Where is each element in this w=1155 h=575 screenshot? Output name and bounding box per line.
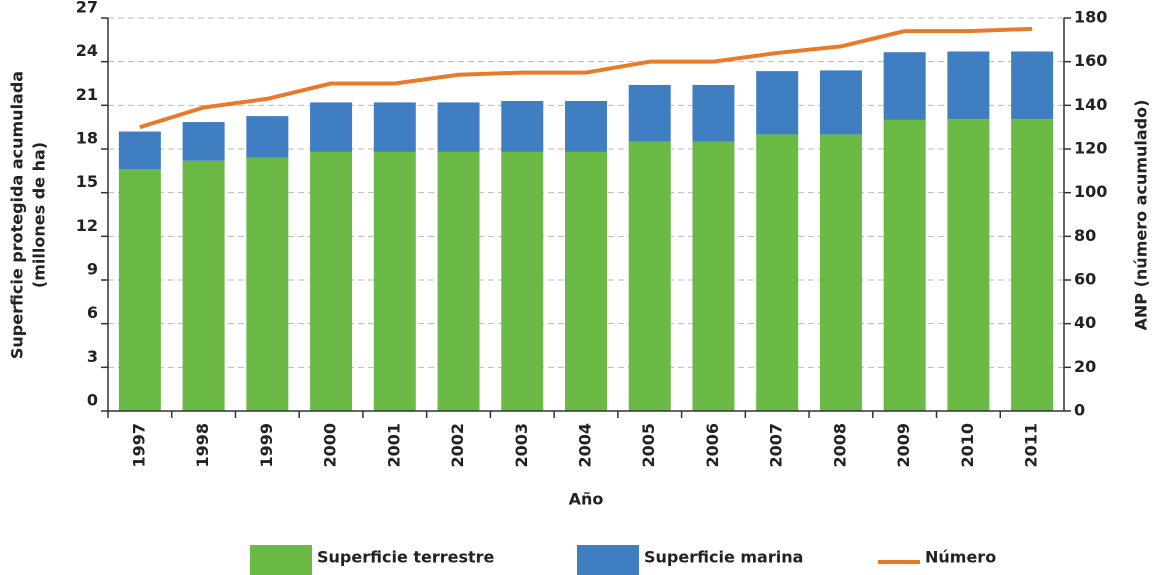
x-tick-label: 2000	[321, 423, 340, 468]
x-tick-label: 1999	[257, 423, 276, 468]
x-tick-label: 2006	[703, 423, 722, 468]
y-tick-label: 27	[76, 0, 98, 17]
bar	[437, 151, 480, 411]
legend-label: Superficie marina	[644, 548, 803, 567]
bar	[182, 122, 225, 161]
bar	[692, 141, 735, 411]
y-axis-label: Superficie protegida acumulada	[8, 71, 27, 359]
bar	[565, 151, 607, 411]
bar	[182, 160, 225, 411]
bar	[756, 71, 799, 135]
y2-tick-label: 80	[1074, 226, 1096, 245]
x-tick-label: 2004	[576, 423, 595, 468]
y-tick-label: 9	[87, 260, 98, 279]
bar	[883, 52, 926, 120]
x-tick-label: 2002	[448, 423, 467, 468]
y-tick-label: 21	[76, 85, 98, 104]
y2-tick-label: 120	[1074, 139, 1107, 158]
legend-label: Superficie terrestre	[317, 548, 495, 567]
bar	[819, 134, 862, 411]
bar	[565, 100, 607, 152]
bar	[1011, 51, 1054, 120]
bar	[373, 102, 416, 152]
bar	[692, 84, 735, 142]
bar	[118, 169, 161, 411]
y2-axis-label: ANP (número acumulado)	[1132, 100, 1151, 331]
x-tick-label: 2001	[384, 423, 403, 468]
y-tick-label: 6	[87, 303, 98, 322]
y-tick-label: 3	[87, 347, 98, 366]
y-tick-label: 24	[76, 41, 98, 60]
x-axis-label: Año	[569, 490, 604, 509]
y2-tick-label: 140	[1074, 95, 1107, 114]
y2-tick-label: 20	[1074, 357, 1096, 376]
bar	[246, 157, 289, 411]
bar	[947, 51, 990, 120]
legend-swatch	[577, 545, 639, 575]
x-tick-label: 2007	[767, 423, 786, 468]
y2-tick-label: 60	[1074, 270, 1096, 289]
x-tick-label: 2008	[830, 423, 849, 468]
bar	[501, 100, 544, 152]
bar	[1011, 119, 1054, 412]
bar	[947, 119, 990, 412]
x-tick-label: 2009	[894, 423, 913, 468]
y-tick-label: 0	[87, 391, 98, 410]
y-axis-label: (millones de ha)	[30, 142, 49, 288]
y-tick-label: 18	[76, 129, 98, 148]
x-tick-label: 2010	[958, 423, 977, 468]
bar	[756, 134, 799, 411]
bar	[883, 119, 926, 411]
x-tick-label: 1998	[193, 423, 212, 468]
x-tick-label: 2003	[512, 423, 531, 468]
bar	[373, 151, 416, 411]
y-tick-label: 12	[76, 216, 98, 235]
bar	[628, 141, 671, 411]
legend-label: Número	[925, 548, 996, 567]
y2-tick-label: 40	[1074, 313, 1096, 332]
y2-tick-label: 100	[1074, 182, 1107, 201]
bar	[310, 102, 353, 152]
y2-tick-label: 0	[1074, 401, 1085, 420]
bar	[819, 70, 862, 135]
bar	[501, 151, 544, 411]
x-tick-label: 2005	[639, 423, 658, 468]
legend-swatch	[250, 545, 312, 575]
bar	[118, 131, 161, 170]
y2-tick-label: 180	[1074, 8, 1107, 27]
line	[139, 26, 1033, 130]
bar	[628, 84, 671, 142]
bar	[246, 116, 289, 158]
x-tick-label: 1997	[129, 423, 148, 468]
bar	[310, 151, 353, 411]
y-tick-label: 15	[76, 172, 98, 191]
bar	[437, 102, 480, 152]
y2-tick-label: 160	[1074, 51, 1107, 70]
x-tick-label: 2011	[1022, 423, 1041, 468]
